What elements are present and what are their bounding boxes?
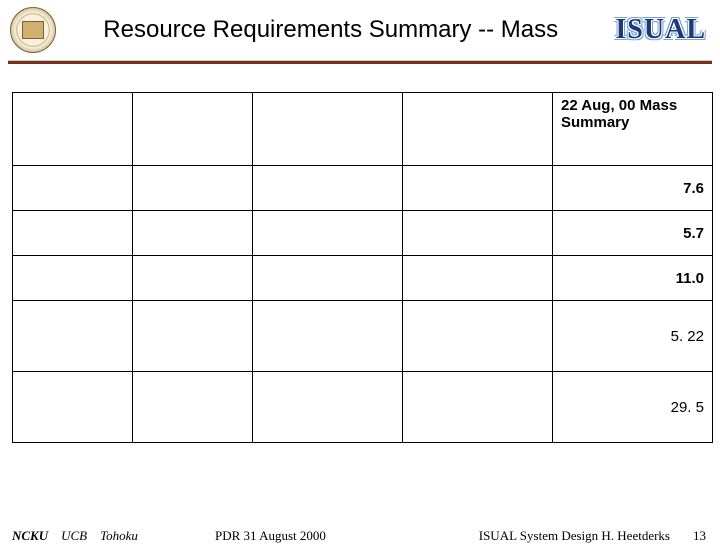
table-row: 5.7 <box>13 211 713 256</box>
header-divider <box>8 60 712 64</box>
header-cell-3 <box>253 93 403 166</box>
cell <box>133 211 253 256</box>
slide-header: Resource Requirements Summary -- Mass IS… <box>0 0 720 60</box>
affil-ncku: NCKU <box>12 528 48 543</box>
cell-value: 11.0 <box>553 256 713 301</box>
cell <box>133 256 253 301</box>
affil-tohoku: Tohoku <box>100 528 138 543</box>
footer-affiliations: NCKU UCB Tohoku <box>12 528 138 544</box>
cell <box>133 372 253 443</box>
cell <box>403 211 553 256</box>
table-header-row: 22 Aug, 00 Mass Summary <box>13 93 713 166</box>
cell <box>403 301 553 372</box>
cell <box>133 166 253 211</box>
cell <box>403 256 553 301</box>
table-row: 7.6 <box>13 166 713 211</box>
table-row: 29. 5 <box>13 372 713 443</box>
header-cell-1 <box>13 93 133 166</box>
affil-ucb: UCB <box>61 528 87 543</box>
header-cell-5: 22 Aug, 00 Mass Summary <box>553 93 713 166</box>
footer-date: PDR 31 August 2000 <box>215 528 326 544</box>
cell-value: 5. 22 <box>553 301 713 372</box>
cell <box>13 372 133 443</box>
footer-author: ISUAL System Design H. Heetderks <box>479 528 670 544</box>
cell <box>253 301 403 372</box>
header-cell-4 <box>403 93 553 166</box>
header-cell-2 <box>133 93 253 166</box>
cell <box>253 372 403 443</box>
isual-logo: ISUAL <box>615 14 706 46</box>
mass-table-container: 22 Aug, 00 Mass Summary 7.6 5.7 11.0 <box>12 92 708 443</box>
cell <box>403 166 553 211</box>
cell <box>13 301 133 372</box>
cell <box>253 256 403 301</box>
cell <box>253 211 403 256</box>
cell-value: 5.7 <box>553 211 713 256</box>
university-seal-icon <box>10 7 56 53</box>
cell <box>13 211 133 256</box>
mass-summary-table: 22 Aug, 00 Mass Summary 7.6 5.7 11.0 <box>12 92 713 443</box>
cell <box>133 301 253 372</box>
cell <box>403 372 553 443</box>
cell <box>13 256 133 301</box>
cell <box>13 166 133 211</box>
footer-page-number: 13 <box>693 528 706 544</box>
slide-title: Resource Requirements Summary -- Mass <box>46 16 615 44</box>
cell-value: 7.6 <box>553 166 713 211</box>
table-row: 11.0 <box>13 256 713 301</box>
table-row: 5. 22 <box>13 301 713 372</box>
cell <box>253 166 403 211</box>
cell-value: 29. 5 <box>553 372 713 443</box>
